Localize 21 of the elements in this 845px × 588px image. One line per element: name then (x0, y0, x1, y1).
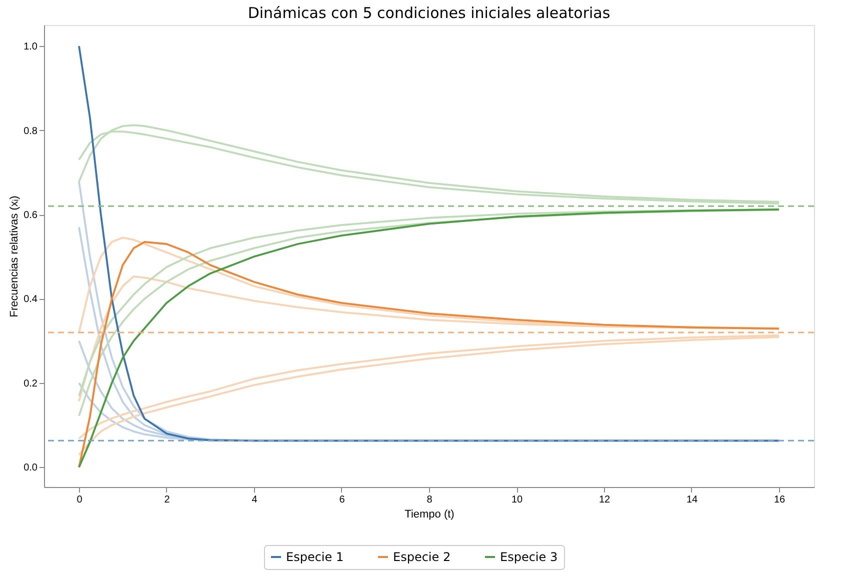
x-tick-label: 14 (686, 494, 698, 506)
x-tick-label: 4 (252, 494, 258, 506)
legend-label: Especie 2 (393, 550, 451, 564)
chart-title: Dinámicas con 5 condiciones iniciales aleatorias (248, 4, 610, 22)
y-tick-label: 0.0 (24, 462, 38, 474)
y-tick-label: 0.6 (24, 210, 38, 222)
x-tick-label: 0 (76, 494, 83, 506)
y-tick-label: 0.2 (24, 378, 38, 390)
x-tick-label: 16 (774, 494, 786, 506)
x-tick-label: 6 (339, 494, 346, 506)
legend-label: Especie 1 (286, 550, 344, 564)
x-axis-title: Tiempo (t) (404, 508, 454, 520)
y-tick-label: 1.0 (24, 42, 38, 53)
y-tick-label: 0.4 (24, 294, 38, 306)
y-tick-label: 0.8 (24, 126, 38, 137)
x-tick-label: 10 (511, 494, 523, 506)
x-tick-label: 2 (164, 494, 170, 506)
y-axis-title: Frecuencias relativas (xᵢ) (8, 196, 21, 318)
x-tick-label: 8 (426, 494, 433, 506)
legend-label: Especie 3 (500, 550, 558, 564)
x-tick-label: 12 (598, 494, 610, 506)
